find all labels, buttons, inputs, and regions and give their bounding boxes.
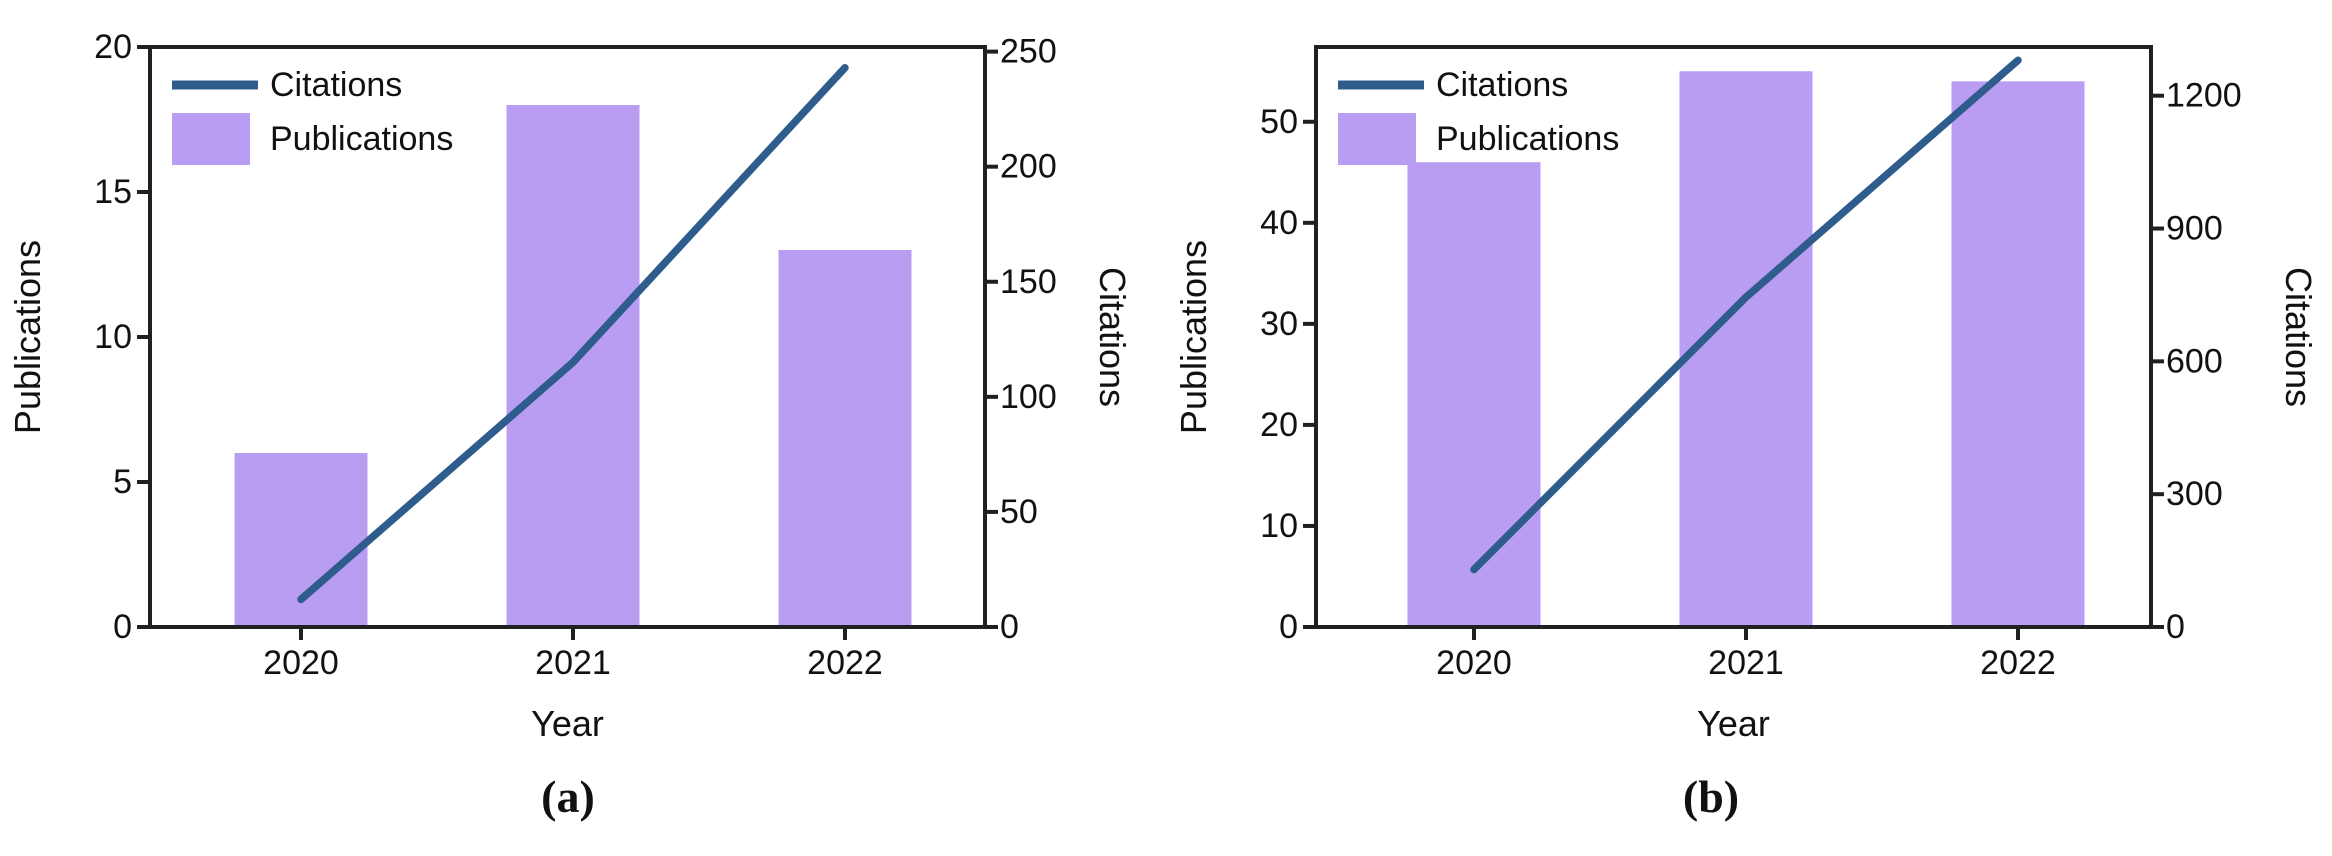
left-tick-label: 5: [113, 463, 132, 501]
right-axis-ticks: 0 300 600 900 1200: [2151, 77, 2242, 646]
chart-b: 0 10 20 30 40 50 0 300 600 900 1200 2020 2021 2022 Pub…: [1166, 0, 2332, 856]
x-tick-label: 2020: [263, 644, 339, 682]
left-tick-label: 20: [94, 28, 132, 66]
left-tick-label: 50: [1260, 103, 1298, 141]
left-axis-title: Publications: [7, 240, 48, 434]
left-tick-label: 30: [1260, 305, 1298, 343]
x-tick-label: 2021: [535, 644, 611, 682]
right-tick-label: 150: [1000, 263, 1057, 301]
bar-2021: [1679, 71, 1813, 628]
right-tick-label: 100: [1000, 378, 1057, 416]
citations-line: [297, 63, 849, 604]
left-tick-label: 0: [1279, 608, 1298, 646]
right-tick-label: 900: [2166, 210, 2223, 248]
right-tick-label: 0: [1000, 608, 1019, 646]
x-axis-title: Year: [531, 703, 604, 744]
right-axis-ticks: 0 50 100 150 200 250: [985, 33, 1057, 646]
chart-b-plot: 0 10 20 30 40 50 0 300 600 900 1200 2020 2021 2022 Pub…: [1173, 45, 2319, 744]
x-tick-label: 2022: [1980, 644, 2056, 682]
right-tick-label: 250: [1000, 33, 1057, 71]
right-tick-label: 600: [2166, 342, 2223, 380]
bar-2020: [1407, 162, 1541, 627]
left-tick-label: 40: [1260, 204, 1298, 242]
right-tick-label: 50: [1000, 493, 1038, 531]
left-tick-label: 15: [94, 173, 132, 211]
left-tick-label: 0: [113, 608, 132, 646]
legend-label-citations: Citations: [1436, 66, 1568, 104]
legend-label-citations: Citations: [270, 66, 402, 104]
right-tick-label: 1200: [2166, 77, 2242, 115]
legend: Citations Publications: [1338, 66, 1619, 165]
left-axis-title: Publications: [1173, 240, 1214, 434]
right-tick-label: 300: [2166, 475, 2223, 513]
citations-line: [1470, 56, 2022, 574]
chart-a-caption: (a): [541, 771, 595, 822]
left-tick-label: 10: [1260, 507, 1298, 545]
legend-label-publications: Publications: [1436, 120, 1619, 158]
plot-frame: [1314, 45, 2153, 629]
x-axis-title: Year: [1697, 703, 1770, 744]
right-axis-title: Citations: [2278, 267, 2319, 407]
right-axis-title: Citations: [1092, 267, 1133, 407]
legend: Citations Publications: [172, 66, 453, 165]
chart-b-caption: (b): [1682, 771, 1740, 822]
x-tick-label: 2021: [1708, 644, 1784, 682]
bar-2022: [778, 250, 912, 627]
right-tick-label: 0: [2166, 608, 2185, 646]
left-tick-label: 10: [94, 318, 132, 356]
x-axis-ticks: 2020 2021 2022: [1436, 627, 2056, 682]
x-tick-label: 2020: [1436, 644, 1512, 682]
left-tick-label: 20: [1260, 406, 1298, 444]
bars-publications: [1407, 71, 2085, 628]
right-tick-label: 200: [1000, 148, 1057, 186]
x-tick-label: 2022: [807, 644, 883, 682]
bar-2022: [1951, 81, 2085, 627]
left-axis-ticks: 0 10 20 30 40 50: [1260, 103, 1316, 646]
legend-bar-swatch: [172, 113, 250, 165]
legend-label-publications: Publications: [270, 120, 453, 158]
x-axis-ticks: 2020 2021 2022: [263, 627, 883, 682]
left-axis-ticks: 0 5 10 15 20: [94, 28, 150, 646]
legend-bar-swatch: [1338, 113, 1416, 165]
chart-a: 0 5 10 15 20 0 50 100 150 200 250 2020 2021 2022 Publi…: [7, 28, 1133, 822]
